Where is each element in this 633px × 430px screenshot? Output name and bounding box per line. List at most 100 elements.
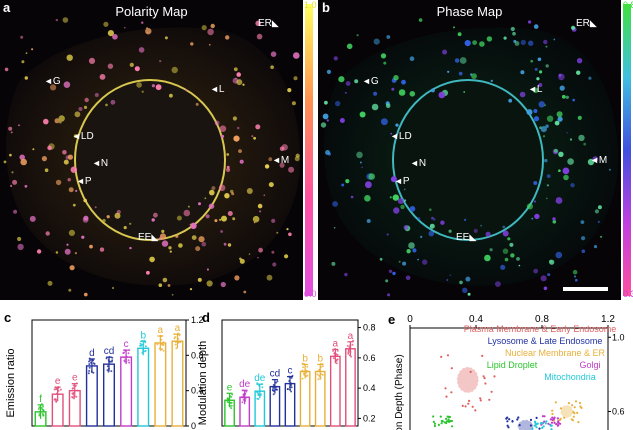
organelle-dot [233, 135, 240, 142]
organelle-dot [107, 29, 114, 37]
organelle-dot [159, 60, 162, 63]
organelle-dot [518, 264, 521, 267]
scatter-point [554, 401, 557, 404]
data-point [347, 349, 350, 351]
organelle-dot [286, 228, 289, 231]
organelle-dot [220, 134, 225, 138]
bar [299, 370, 311, 427]
organelle-dot [484, 254, 491, 262]
data-point [257, 394, 260, 396]
scatter-point [567, 402, 570, 405]
data-point [301, 377, 304, 380]
data-point [273, 385, 276, 388]
organelle-dot [220, 281, 226, 288]
scatter-point [449, 420, 452, 423]
scatter-point [544, 422, 547, 425]
data-point [348, 354, 351, 357]
data-point [75, 382, 78, 385]
organelle-dot [380, 53, 387, 59]
data-point [173, 337, 176, 340]
organelle-dot [206, 280, 213, 287]
scatter-point [547, 422, 550, 425]
organelle-dot [417, 258, 419, 261]
data-point [302, 372, 305, 375]
organelle-dot [88, 57, 96, 64]
organelle-dot [221, 215, 227, 222]
data-point [90, 370, 93, 373]
organelle-dot [258, 247, 263, 253]
organelle-dot [25, 52, 28, 54]
data-point [261, 383, 264, 386]
organelle-dot [508, 98, 513, 103]
polarity-map-title: Polarity Map [115, 4, 188, 19]
bar [329, 355, 341, 427]
organelle-dot [502, 225, 506, 229]
organelle-dot [11, 171, 14, 174]
organelle-dot [379, 257, 383, 261]
organelle-dot [264, 164, 270, 169]
data-point [127, 359, 130, 362]
organelle-dot [68, 187, 74, 193]
data-point [241, 401, 244, 404]
organelle-dot [464, 218, 467, 221]
organelle-dot [592, 156, 599, 163]
arrowhead-icon: ◄ [72, 131, 81, 141]
phase-marker-g: ◄G [362, 76, 379, 87]
organelle-dot [94, 206, 97, 209]
scatter-point [451, 425, 454, 428]
organelle-dot [345, 81, 351, 86]
data-point [124, 358, 127, 361]
data-point [230, 407, 233, 410]
organelle-dot [253, 136, 256, 140]
phase-marker-p: ◄P [394, 176, 410, 187]
data-point [318, 374, 321, 377]
scatter-point [461, 404, 464, 407]
scatter-point [445, 417, 448, 420]
data-point [144, 341, 147, 344]
data-point [127, 352, 130, 355]
organelle-dot [36, 249, 42, 254]
data-point [87, 372, 90, 375]
organelle-dot [581, 249, 586, 253]
organelle-dot [428, 230, 435, 237]
data-point [242, 396, 245, 399]
y-tick-label: 0 [191, 421, 196, 430]
organelle-dot [350, 195, 354, 199]
scatter-point [469, 370, 472, 373]
data-point [88, 369, 91, 372]
organelle-dot [387, 293, 391, 297]
organelle-dot [554, 120, 560, 126]
organelle-dot [383, 61, 387, 65]
scatter-point [559, 407, 563, 410]
organelle-dot [555, 251, 563, 259]
organelle-dot [73, 134, 78, 139]
organelle-dot [433, 218, 436, 221]
polarity-marker-m: ◄M [272, 155, 289, 166]
organelle-dot [62, 17, 69, 23]
significance-letter: b [140, 330, 146, 341]
polarity-map-image: Polarity Map ER◣ ◄G ◄L ◄LD ◄N ◄M ◄P EE◣ [0, 0, 303, 300]
organelle-dot [514, 41, 520, 46]
scatter-point [468, 399, 471, 402]
organelle-dot [78, 107, 83, 111]
data-point [271, 389, 274, 392]
organelle-dot [201, 25, 207, 31]
data-point [122, 352, 125, 354]
data-point [159, 349, 162, 352]
bar [171, 340, 184, 427]
data-point [301, 369, 304, 372]
data-point [109, 360, 112, 363]
scatter-point [551, 409, 554, 412]
polarity-marker-l: ◄L [210, 84, 224, 95]
data-point [160, 338, 163, 341]
organelle-dot [195, 102, 199, 106]
organelle-dot [29, 215, 36, 222]
data-point [231, 393, 234, 396]
organelle-dot [227, 211, 233, 216]
organelle-dot [520, 70, 525, 75]
polarity-marker-g: ◄G [44, 76, 61, 87]
scatter-point [555, 423, 558, 426]
organelle-dot [67, 178, 71, 182]
organelle-dot [17, 236, 22, 242]
